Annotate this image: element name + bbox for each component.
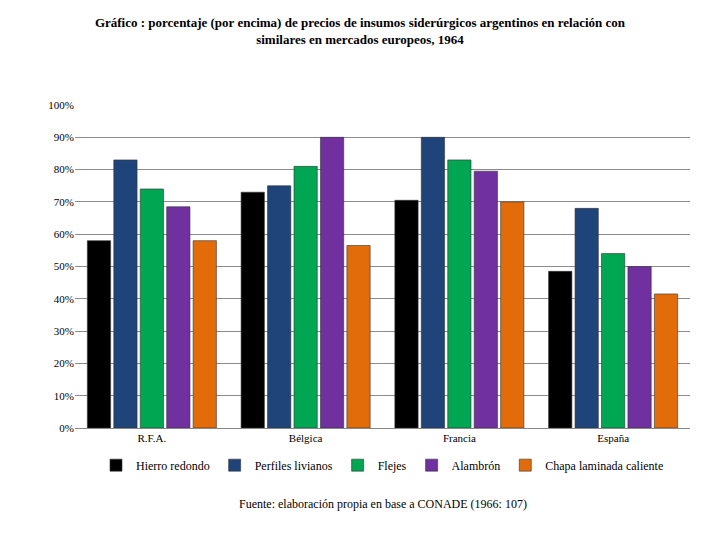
svg-text:R.F.A.: R.F.A. — [137, 432, 166, 444]
svg-text:90%: 90% — [54, 131, 74, 143]
svg-text:Hierro redondo: Hierro redondo — [136, 459, 210, 473]
svg-text:80%: 80% — [54, 163, 74, 175]
svg-text:Flejes: Flejes — [378, 459, 407, 473]
svg-text:Perfiles livianos: Perfiles livianos — [255, 459, 333, 473]
svg-text:10%: 10% — [54, 390, 74, 402]
svg-text:Fuente: elaboración propia en: Fuente: elaboración propia en base a CON… — [239, 497, 527, 511]
svg-text:100%: 100% — [48, 99, 74, 111]
svg-text:Francia: Francia — [443, 432, 476, 444]
svg-text:50%: 50% — [54, 260, 74, 272]
svg-text:70%: 70% — [54, 196, 74, 208]
svg-text:Alambrón: Alambrón — [452, 459, 501, 473]
svg-text:60%: 60% — [54, 228, 74, 240]
svg-text:20%: 20% — [54, 357, 74, 369]
svg-text:España: España — [597, 432, 629, 444]
svg-text:30%: 30% — [54, 325, 74, 337]
svg-text:0%: 0% — [59, 422, 74, 434]
svg-text:Chapa laminada caliente: Chapa laminada caliente — [545, 459, 663, 473]
svg-text:Gráfico : porcentaje (por enci: Gráfico : porcentaje (por encima) de pre… — [95, 15, 626, 47]
svg-text:40%: 40% — [54, 293, 74, 305]
svg-text:Bélgica: Bélgica — [289, 432, 323, 444]
